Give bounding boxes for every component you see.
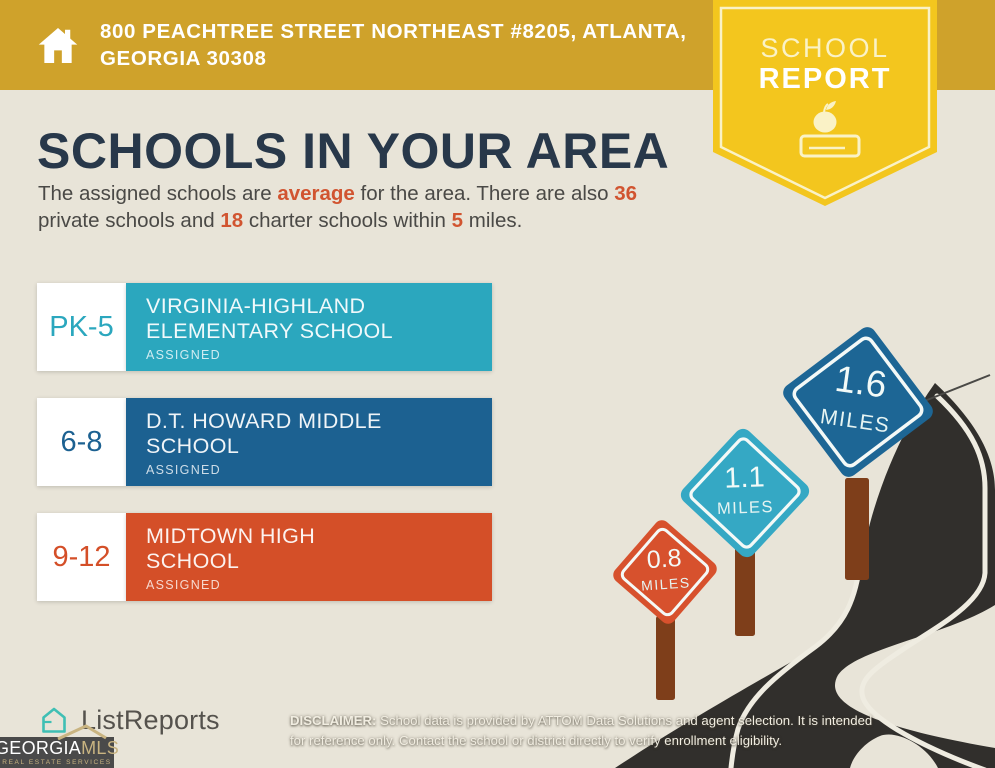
summary-accent-radius: 5 xyxy=(451,209,464,233)
assigned-schools-list: PK-5 VIRGINIA-HIGHLAND ELEMENTARY SCHOOL… xyxy=(37,283,492,628)
summary-accent-private-count: 36 xyxy=(614,182,638,205)
school-name: D.T. HOWARD MIDDLE SCHOOL xyxy=(146,409,382,459)
disclaimer-label: DISCLAIMER: xyxy=(290,713,377,728)
road-edge-line-right xyxy=(859,393,988,768)
road-edge-line-left xyxy=(728,555,864,768)
school-card-body: D.T. HOWARD MIDDLE SCHOOL ASSIGNED xyxy=(126,398,492,486)
distance-sign-1-1-miles: 1.1 MILES xyxy=(680,428,810,558)
school-card-high: 9-12 MIDTOWN HIGH SCHOOL ASSIGNED xyxy=(37,513,492,601)
summary-accent-charter-count: 18 xyxy=(220,209,244,233)
school-card-elementary: PK-5 VIRGINIA-HIGHLAND ELEMENTARY SCHOOL… xyxy=(37,283,492,371)
summary-text: The assigned schools are average for the… xyxy=(38,180,728,235)
address-line-2: GEORGIA 30308 xyxy=(100,47,267,70)
school-card-body: VIRGINIA-HIGHLAND ELEMENTARY SCHOOL ASSI… xyxy=(126,283,492,371)
distance-value: 0.8 xyxy=(646,544,683,574)
distance-unit: MILES xyxy=(717,498,775,518)
badge-pennant-shape xyxy=(713,0,937,206)
disclaimer-text: DISCLAIMER: School data is provided by A… xyxy=(290,713,873,748)
school-name: VIRGINIA-HIGHLAND ELEMENTARY SCHOOL xyxy=(146,294,393,344)
distance-value: 1.1 xyxy=(724,461,765,494)
badge-line-school: SCHOOL xyxy=(760,33,889,63)
georgia-mls-roof-icon xyxy=(57,724,107,740)
property-address: 800 PEACHTREE STREET NORTHEAST #8205, AT… xyxy=(100,18,687,72)
school-card-middle: 6-8 D.T. HOWARD MIDDLE SCHOOL ASSIGNED xyxy=(37,398,492,486)
school-report-badge: SCHOOL REPORT xyxy=(713,0,937,212)
distance-unit: MILES xyxy=(641,574,692,593)
status-badge: ASSIGNED xyxy=(146,463,221,478)
summary-segment: miles. xyxy=(463,209,523,233)
page-title: SCHOOLS IN YOUR AREA xyxy=(37,123,670,179)
distance-sign-0-8-miles: 0.8 MILES xyxy=(613,520,717,624)
listreports-house-icon xyxy=(42,707,66,733)
georgia-mls-logo: GEORGIA MLS REAL ESTATE SERVICES xyxy=(0,724,119,768)
school-name: MIDTOWN HIGH SCHOOL xyxy=(146,524,316,574)
grade-range-badge: 9-12 xyxy=(37,513,126,601)
summary-segment: private schools and xyxy=(38,209,221,233)
summary-segment: for the area. There are also xyxy=(354,182,615,205)
summary-segment: charter schools within xyxy=(243,209,452,233)
georgia-mls-wordmark: GEORGIA MLS xyxy=(0,738,120,758)
distance-sign-1-6-miles: 1.6 MILES xyxy=(783,327,933,477)
summary-accent-average: average xyxy=(277,182,355,205)
distance-road-illustration: 0.8 MILES 1.1 MILES 1.6 MILES xyxy=(613,327,995,768)
book-icon xyxy=(799,134,861,158)
georgia-mls-tagline: REAL ESTATE SERVICES xyxy=(2,759,112,766)
apple-icon xyxy=(813,101,837,133)
badge-inner-outline xyxy=(719,6,931,200)
home-icon xyxy=(38,27,78,63)
road xyxy=(615,383,995,768)
sign-post xyxy=(735,546,755,636)
sign-post xyxy=(845,478,869,580)
status-badge: ASSIGNED xyxy=(146,578,221,593)
listreports-wordmark: ListReports xyxy=(81,705,220,735)
school-card-body: MIDTOWN HIGH SCHOOL ASSIGNED xyxy=(126,513,492,601)
horizon-pointer-line xyxy=(916,374,991,405)
distance-value: 1.6 xyxy=(833,358,890,406)
listreports-logo: ListReports xyxy=(38,705,220,736)
address-line-1: 800 PEACHTREE STREET NORTHEAST #8205, AT… xyxy=(100,19,687,43)
grade-range-badge: PK-5 xyxy=(37,283,126,371)
badge-line-report: REPORT xyxy=(759,63,892,95)
summary-segment: The assigned schools are xyxy=(38,182,278,205)
status-badge: ASSIGNED xyxy=(146,348,221,363)
grade-range-badge: 6-8 xyxy=(37,398,126,486)
sign-post xyxy=(656,616,675,700)
